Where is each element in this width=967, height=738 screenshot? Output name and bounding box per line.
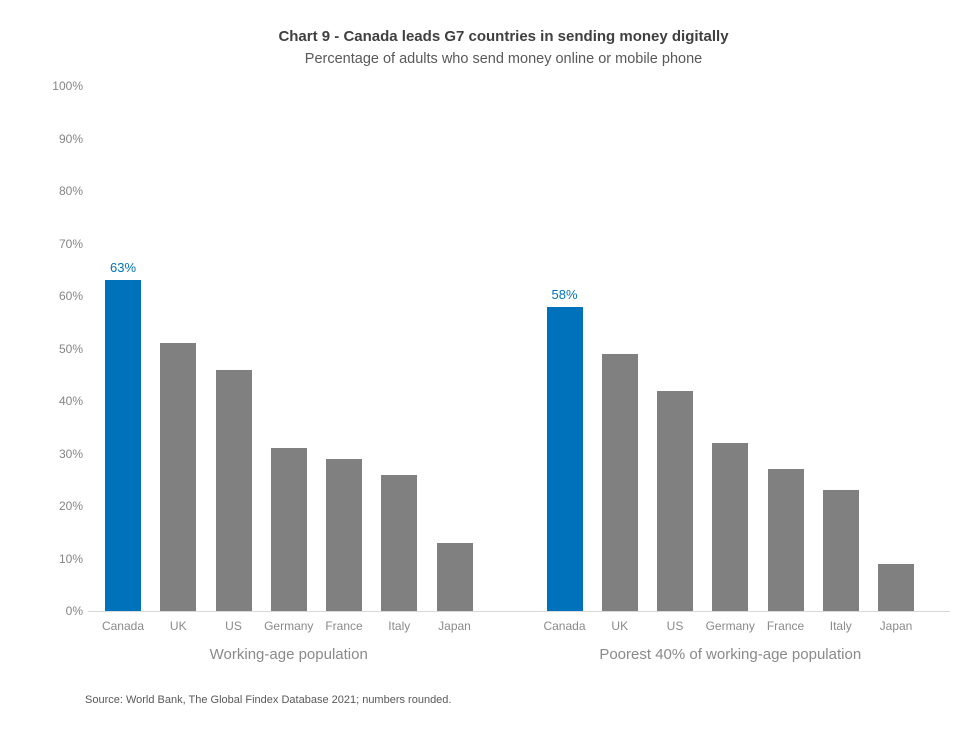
bar-group2-uk	[601, 353, 638, 611]
x-axis-line	[88, 611, 950, 612]
y-axis-tick-label-30: 30%	[58, 446, 83, 461]
x-tick-label-group1-germany: Germany	[264, 619, 314, 633]
bar-group1-france	[326, 458, 362, 611]
bar-group2-france	[767, 469, 804, 611]
x-tick-label-group1-canada: Canada	[101, 619, 145, 633]
y-axis-tick-label-50: 50%	[58, 341, 83, 356]
chart-subtitle: Percentage of adults who send money onli…	[304, 51, 703, 67]
y-axis-tick-label-80: 80%	[58, 184, 83, 198]
x-tick-label-group1-japan: Japan	[438, 619, 471, 633]
bar-group1-italy	[381, 474, 418, 611]
y-axis-tick-label-90: 90%	[58, 131, 83, 146]
bar-group1-us	[215, 369, 252, 611]
x-tick-label-group1-france: France	[325, 619, 363, 633]
x-tick-label-group2-japan: Japan	[879, 619, 913, 633]
x-tick-label-group2-italy: Italy	[829, 619, 852, 633]
x-tick-label-group2-france: France	[766, 619, 805, 633]
y-axis-tick-label-60: 60%	[58, 289, 83, 303]
y-axis-tick-label-0: 0%	[65, 604, 83, 618]
data-label-group2-canada: 58%	[551, 286, 578, 302]
chart-title: Chart 9 - Canada leads G7 countries in s…	[278, 28, 729, 45]
x-tick-label-group1-uk: UK	[169, 619, 187, 633]
y-axis-tick-label-20: 20%	[58, 499, 83, 513]
bar-group2-us	[657, 390, 693, 611]
bar-group2-japan	[878, 563, 914, 611]
bar-group1-canada	[105, 280, 141, 611]
group-label-working-age-population: Working-age population	[209, 646, 368, 663]
y-axis-tick-label-10: 10%	[58, 551, 83, 566]
y-axis-tick-label-70: 70%	[58, 236, 83, 251]
group-label-poorest-40-of-working-age-population: Poorest 40% of working-age population	[599, 646, 862, 663]
x-tick-label-group2-uk: UK	[611, 619, 629, 633]
source-note: Source: World Bank, The Global Findex Da…	[85, 694, 452, 706]
bar-group2-italy	[822, 490, 859, 611]
y-axis-tick-label-40: 40%	[58, 394, 83, 408]
bar-group1-germany	[270, 448, 307, 611]
bar-group1-japan	[436, 542, 473, 611]
data-label-group1-canada: 63%	[109, 260, 137, 276]
x-tick-label-group1-italy: Italy	[388, 619, 411, 633]
bar-group2-germany	[712, 443, 749, 611]
y-axis-tick-label-100: 100%	[52, 79, 83, 93]
bar-group2-canada	[546, 306, 583, 611]
x-tick-label-group1-us: US	[225, 619, 242, 633]
x-tick-label-group2-germany: Germany	[705, 619, 755, 633]
bar-group1-uk	[160, 343, 197, 611]
x-tick-label-group2-canada: Canada	[543, 619, 586, 633]
x-tick-label-group2-us: US	[666, 619, 684, 633]
